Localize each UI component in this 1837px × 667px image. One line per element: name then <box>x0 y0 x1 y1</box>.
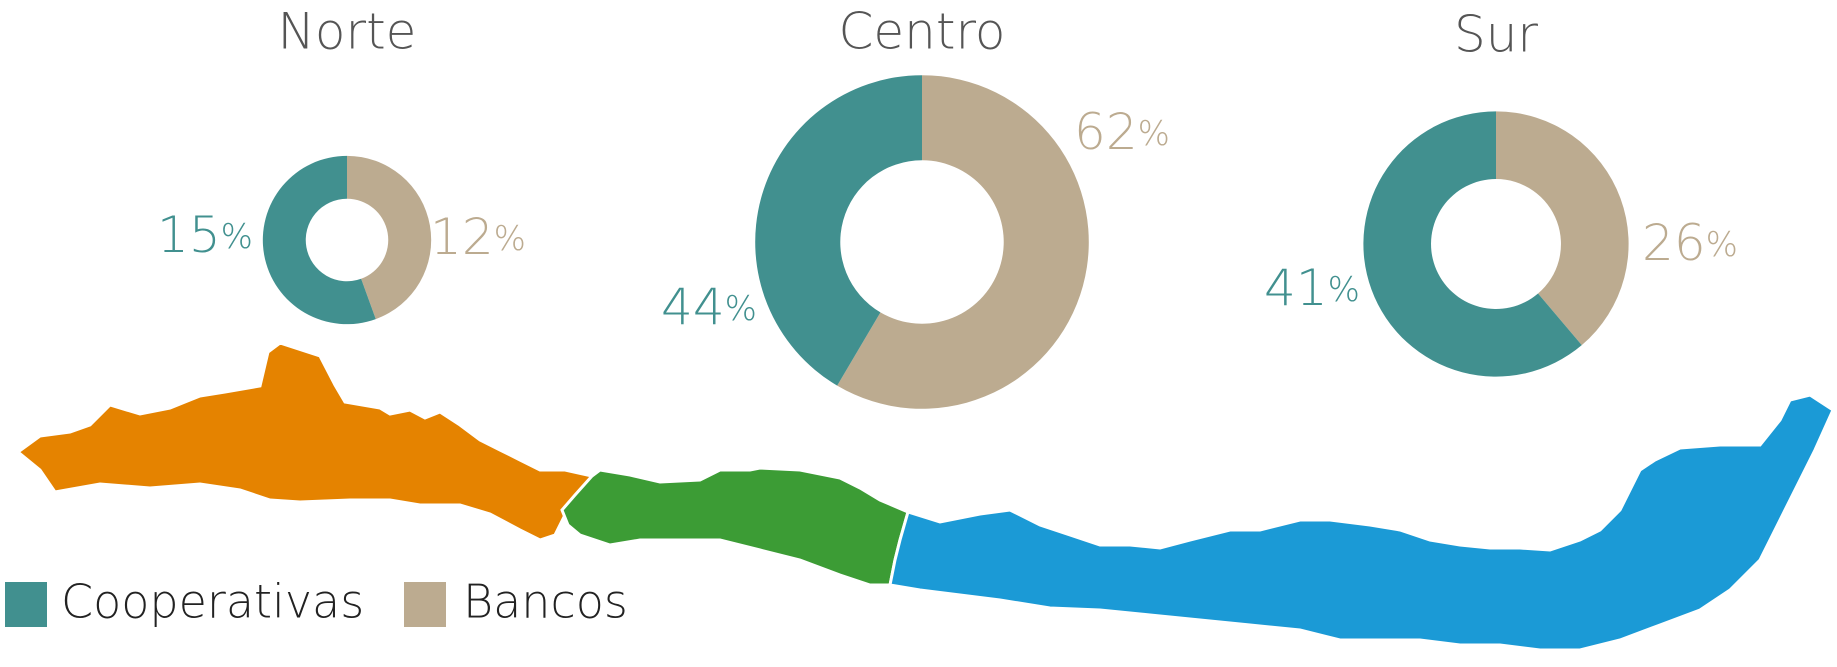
donut-slice <box>347 155 432 320</box>
chart-title: Centro <box>838 3 1005 61</box>
legend-swatch <box>404 582 446 627</box>
map <box>15 341 1835 652</box>
legend-label: Bancos <box>463 575 628 629</box>
donut-slice <box>262 155 376 325</box>
map-norte <box>15 341 595 542</box>
map-sur <box>888 393 1835 652</box>
data-label: 44% <box>661 278 757 336</box>
donut-slice <box>1496 111 1629 346</box>
legend-swatch <box>5 582 47 627</box>
legend-label: Cooperativas <box>61 575 364 629</box>
donut-slice <box>837 75 1089 409</box>
chart-title: Sur <box>1454 6 1538 64</box>
donut-slice <box>1363 111 1582 377</box>
data-label: 41% <box>1264 259 1360 317</box>
data-label: 62% <box>1074 103 1170 161</box>
chart-title: Norte <box>278 3 417 61</box>
map-centro <box>560 466 910 587</box>
data-label: 12% <box>430 208 526 266</box>
donut-slice <box>755 75 922 386</box>
data-label: 26% <box>1642 214 1738 272</box>
data-label: 15% <box>157 206 253 264</box>
